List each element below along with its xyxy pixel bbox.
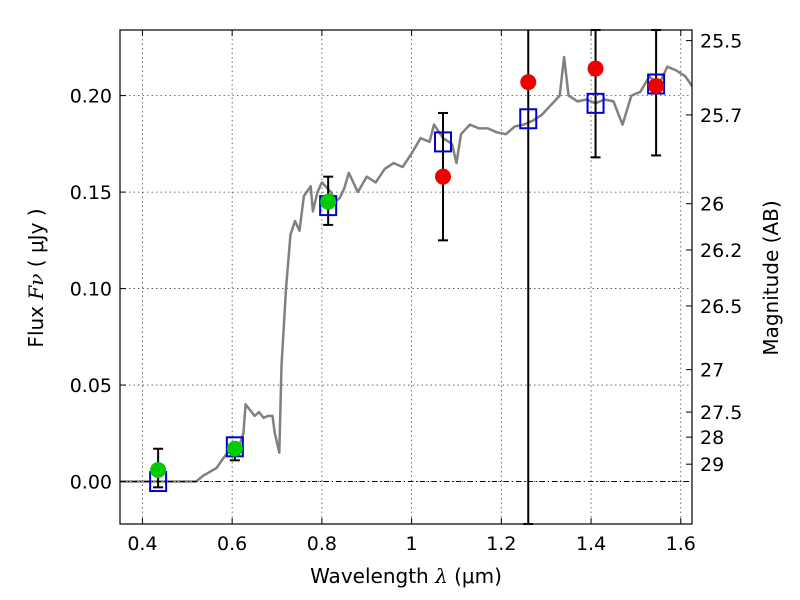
observed-point xyxy=(648,77,665,94)
y-axis-label: Flux Fν ( μJy ) xyxy=(24,208,48,347)
magnitude-tick-label: 25.7 xyxy=(700,105,742,127)
x-axis-ticks: 0.4 0.6 0.8 1 1.2 1.4 1.6 xyxy=(127,30,696,555)
y-axis-label-symbol: Fν xyxy=(24,274,48,301)
magnitude-tick-label: 29 xyxy=(700,454,724,476)
magnitude-axis-label: Magnitude (AB) xyxy=(759,200,783,355)
y-tick-label: 0.05 xyxy=(70,375,112,397)
x-tick-label: 0.4 xyxy=(127,533,157,555)
x-tick-label: 0.8 xyxy=(307,533,337,555)
observed-point xyxy=(587,60,604,77)
x-tick-label: 0.6 xyxy=(217,533,247,555)
model-photometry-layer xyxy=(149,73,666,493)
observed-photometry-layer xyxy=(150,60,665,478)
x-tick-label: 1.2 xyxy=(486,533,516,555)
y-axis-label-unit: ( μJy ) xyxy=(24,208,48,267)
y-tick-label: 0.15 xyxy=(70,182,112,204)
model-spectrum-line xyxy=(120,55,694,483)
grid-layer xyxy=(120,30,692,524)
y-axis-label-prefix: Flux xyxy=(24,306,48,348)
magnitude-tick-label: 26 xyxy=(700,194,724,216)
y-tick-label: 0.10 xyxy=(70,279,112,301)
x-tick-label: 1 xyxy=(406,533,418,555)
observed-point xyxy=(520,74,537,91)
magnitude-axis-ticks: 25.5 25.7 26 26.2 26.5 27 27.5 28 29 xyxy=(686,31,742,476)
model-photometry-square xyxy=(434,131,453,153)
magnitude-tick-label: 26.5 xyxy=(700,296,742,318)
x-tick-label: 1.4 xyxy=(576,533,606,555)
observed-point xyxy=(150,461,167,478)
plot-frame xyxy=(119,29,693,525)
y-axis-ticks: 0.00 0.05 0.10 0.15 0.20 xyxy=(70,86,126,494)
magnitude-tick-label: 26.2 xyxy=(700,240,742,262)
magnitude-tick-label: 25.5 xyxy=(700,31,742,53)
x-axis-label-unit: (μm) xyxy=(454,564,502,588)
magnitude-tick-label: 27 xyxy=(700,360,724,382)
x-tick-label: 1.6 xyxy=(666,533,696,555)
x-axis-label-prefix: Wavelength xyxy=(310,564,429,588)
x-axis-label: Wavelength λ (μm) xyxy=(310,564,502,588)
observed-point xyxy=(226,440,243,457)
model-photometry-square xyxy=(519,108,538,130)
observed-point xyxy=(320,193,337,210)
y-tick-label: 0.20 xyxy=(70,86,112,108)
magnitude-tick-label: 28 xyxy=(700,427,724,449)
x-axis-label-symbol: λ xyxy=(434,564,448,588)
observed-point xyxy=(435,168,452,185)
model-photometry-square xyxy=(586,92,605,114)
magnitude-tick-label: 27.5 xyxy=(700,402,742,424)
y-tick-label: 0.00 xyxy=(70,472,112,494)
